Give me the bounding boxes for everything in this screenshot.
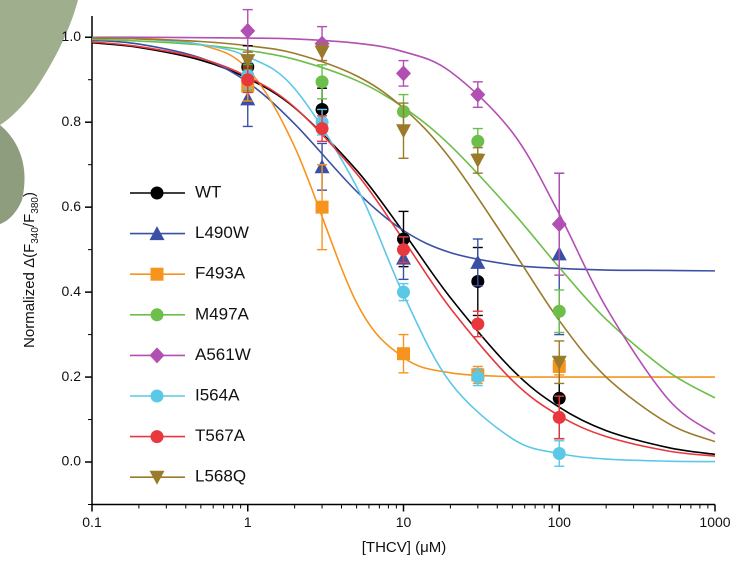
data-point — [397, 243, 410, 257]
x-tick-label: 1 — [244, 514, 252, 530]
data-point — [315, 75, 329, 89]
data-point — [471, 134, 485, 148]
data-point — [240, 54, 256, 69]
y-tick-label: 0.0 — [62, 453, 82, 469]
data-point — [315, 200, 329, 214]
legend-marker — [150, 308, 164, 322]
data-point — [314, 45, 330, 60]
data-point — [552, 447, 566, 461]
legend-marker — [149, 470, 165, 485]
data-point — [396, 65, 411, 82]
y-axis-title-part: 340 — [30, 227, 41, 244]
legend-marker — [150, 389, 164, 403]
legend-text: I564A — [195, 385, 240, 404]
legend-text: A561W — [195, 345, 251, 364]
x-tick-label: 100 — [548, 514, 572, 530]
y-tick-label: 1.0 — [62, 28, 82, 44]
data-point — [471, 370, 485, 384]
legend-text: WT — [195, 182, 221, 201]
data-point — [470, 153, 486, 168]
legend-marker — [150, 267, 164, 281]
legend-text: F493A — [195, 264, 246, 283]
data-point — [470, 86, 486, 103]
decor-shape — [0, 125, 25, 224]
x-tick-label: 10 — [396, 514, 412, 530]
y-tick-label: 0.4 — [62, 283, 82, 299]
x-tick-label: 0.1 — [82, 514, 102, 530]
background-art — [0, 0, 78, 224]
data-point — [551, 216, 567, 233]
y-axis-title-part: /F — [21, 214, 38, 227]
data-point — [552, 410, 566, 424]
y-axis-title-part: Normalized Δ(F — [21, 244, 38, 348]
data-point — [315, 122, 329, 136]
y-tick-label: 0.8 — [62, 113, 82, 129]
data-point — [241, 73, 255, 87]
legend-text: L568Q — [195, 467, 246, 486]
data-point — [470, 254, 486, 269]
legend-text: L490W — [195, 223, 249, 242]
fit-curve — [91, 36, 715, 378]
data-point — [551, 355, 567, 370]
data-point — [240, 22, 256, 39]
legend-text: T567A — [195, 426, 246, 445]
data-point — [552, 304, 566, 318]
legend-marker — [149, 226, 165, 241]
y-axis-title: Normalized Δ(F340/F380) — [21, 192, 41, 348]
data-point — [396, 124, 411, 139]
y-axis-title-part: ) — [21, 192, 38, 197]
data-point — [397, 347, 410, 361]
legend-text: M497A — [195, 304, 250, 323]
data-point — [397, 285, 410, 299]
decor-shape — [0, 0, 78, 125]
x-axis-title: [THCV] (μM) — [362, 539, 446, 556]
fit-curve — [91, 37, 716, 443]
y-axis-title-part: 380 — [30, 197, 41, 214]
fit-curve — [91, 36, 716, 435]
legend-marker — [149, 347, 165, 364]
legend-marker — [150, 186, 164, 200]
y-tick-label: 0.6 — [62, 198, 82, 214]
x-tick-label: 1000 — [699, 514, 730, 530]
y-tick-label: 0.2 — [62, 368, 82, 384]
data-point — [471, 317, 485, 331]
legend-marker — [150, 430, 164, 444]
